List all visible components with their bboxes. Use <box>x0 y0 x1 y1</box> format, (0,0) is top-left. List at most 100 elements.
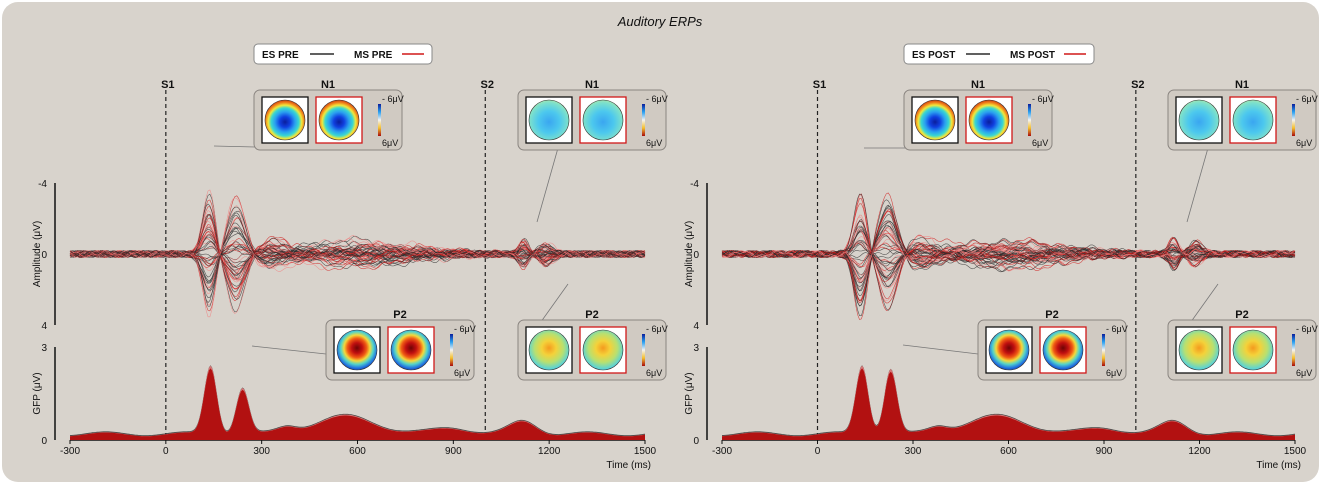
colorscale-bottom-label: 6μV <box>646 368 662 378</box>
gfp-ytick-label: 0 <box>41 436 47 447</box>
marker-label-s2: S2 <box>481 79 494 91</box>
legend: ES PRE MS PRE <box>253 43 433 65</box>
colorscale-top-label: - 6μV <box>1296 94 1318 104</box>
leader-line <box>902 344 979 355</box>
erp-trace-ms <box>721 242 1296 268</box>
x-tick-label: 600 <box>1000 446 1017 457</box>
legend-box <box>903 43 1095 65</box>
topomap-component-label: P2 <box>393 309 406 321</box>
erp-trace-es <box>721 242 1296 264</box>
colorscale-bar <box>642 334 645 366</box>
topomap-ms <box>390 329 432 371</box>
gfp-ytick-label: 3 <box>693 343 699 354</box>
erp-ytick-label: 4 <box>693 321 699 332</box>
erp-trace-es <box>69 236 646 275</box>
erp-traces <box>69 189 646 318</box>
erp-trace-ms <box>721 203 1296 300</box>
erp-trace-ms <box>69 205 646 306</box>
marker-label-s2: S2 <box>1131 79 1144 91</box>
topomap-inset-n1: N1 - 6μV 6μV <box>1167 79 1318 223</box>
x-axis-label: Time (ms) <box>1256 460 1301 471</box>
topomap-inset-n1: N1 - 6μV 6μV <box>864 79 1054 151</box>
topomap-ms <box>1232 329 1274 371</box>
erp-ytick-label: -4 <box>38 179 47 190</box>
x-tick-label: 1200 <box>1188 446 1211 457</box>
colorscale-bar <box>378 104 381 136</box>
colorscale-bar <box>1102 334 1105 366</box>
erp-trace-es <box>721 214 1296 297</box>
colorscale-top-label: - 6μV <box>1296 324 1318 334</box>
x-tick-label: 0 <box>163 446 169 457</box>
x-tick-label: 900 <box>1096 446 1113 457</box>
topomap-es <box>528 99 570 141</box>
x-tick-label: 300 <box>905 446 922 457</box>
erp-ylabel: Amplitude (μV) <box>684 221 695 287</box>
x-tick-label: 1200 <box>538 446 561 457</box>
legend-box <box>253 43 433 65</box>
colorscale-top-label: - 6μV <box>454 324 476 334</box>
x-tick-label: 900 <box>445 446 462 457</box>
erp-traces <box>721 192 1296 320</box>
erp-trace-es <box>721 193 1296 311</box>
colorscale-bottom-label: 6μV <box>454 368 470 378</box>
topomap-component-label: P2 <box>1045 309 1058 321</box>
colorscale-bar <box>1292 334 1295 366</box>
colorscale-bottom-label: 6μV <box>382 138 398 148</box>
erp-trace-es <box>69 206 646 307</box>
leader-line <box>251 345 327 355</box>
x-tick-label: 300 <box>253 446 270 457</box>
erp-trace-es <box>69 232 646 278</box>
colorscale-bottom-label: 6μV <box>1296 138 1312 148</box>
topomap-component-label: P2 <box>1235 309 1248 321</box>
topomap-ms <box>1232 99 1274 141</box>
topomap-component-label: N1 <box>1235 79 1249 91</box>
erp-ytick-label: -4 <box>690 179 699 190</box>
gfp-area-ms <box>70 368 645 440</box>
topomap-es <box>914 99 956 141</box>
x-axis-label: Time (ms) <box>606 460 651 471</box>
panel-post: ES POST MS POST S1 S2 -4 0 4 Amplitude (μV) 3 0 GF… <box>684 43 1318 471</box>
x-tick-label: 0 <box>815 446 821 457</box>
erp-trace-ms <box>721 229 1296 278</box>
legend-ms-label: MS PRE <box>354 50 393 61</box>
colorscale-bar <box>450 334 453 366</box>
topomap-es <box>336 329 378 371</box>
colorscale-bottom-label: 6μV <box>646 138 662 148</box>
leader-line <box>536 147 559 223</box>
topomap-inset-n1: N1 - 6μV 6μV <box>213 79 404 151</box>
legend-es-label: ES POST <box>912 50 955 61</box>
colorscale-top-label: - 6μV <box>382 94 404 104</box>
topomap-component-label: P2 <box>585 309 598 321</box>
erp-ytick-label: 0 <box>693 250 699 261</box>
gfp-area-ms <box>722 368 1295 440</box>
topomap-inset-p2: P2 - 6μV 6μV <box>902 309 1128 381</box>
topomap-es <box>528 329 570 371</box>
marker-label-s1: S1 <box>813 79 826 91</box>
colorscale-top-label: - 6μV <box>646 324 668 334</box>
x-tick-label: 1500 <box>634 446 657 457</box>
topomap-inset-p2: P2 - 6μV 6μV <box>517 283 668 381</box>
marker-label-s1: S1 <box>161 79 174 91</box>
erp-trace-ms <box>721 226 1296 282</box>
topomap-es <box>264 99 306 141</box>
topomap-ms <box>582 99 624 141</box>
topomap-component-label: N1 <box>321 79 335 91</box>
topomap-component-label: N1 <box>971 79 985 91</box>
erp-ylabel: Amplitude (μV) <box>32 221 43 287</box>
colorscale-top-label: - 6μV <box>1106 324 1128 334</box>
topomap-es <box>1178 329 1220 371</box>
gfp-ylabel: GFP (μV) <box>32 372 43 414</box>
topomap-ms <box>968 99 1010 141</box>
topomap-ms <box>318 99 360 141</box>
colorscale-top-label: - 6μV <box>1032 94 1054 104</box>
topomap-inset-p2: P2 - 6μV 6μV <box>1167 283 1318 381</box>
colorscale-bottom-label: 6μV <box>1296 368 1312 378</box>
topomap-ms <box>582 329 624 371</box>
gfp-ylabel: GFP (μV) <box>684 372 695 414</box>
gfp-ytick-label: 3 <box>41 343 47 354</box>
colorscale-bottom-label: 6μV <box>1106 368 1122 378</box>
topomap-component-label: N1 <box>585 79 599 91</box>
topomap-inset-n1: N1 - 6μV 6μV <box>517 79 668 223</box>
